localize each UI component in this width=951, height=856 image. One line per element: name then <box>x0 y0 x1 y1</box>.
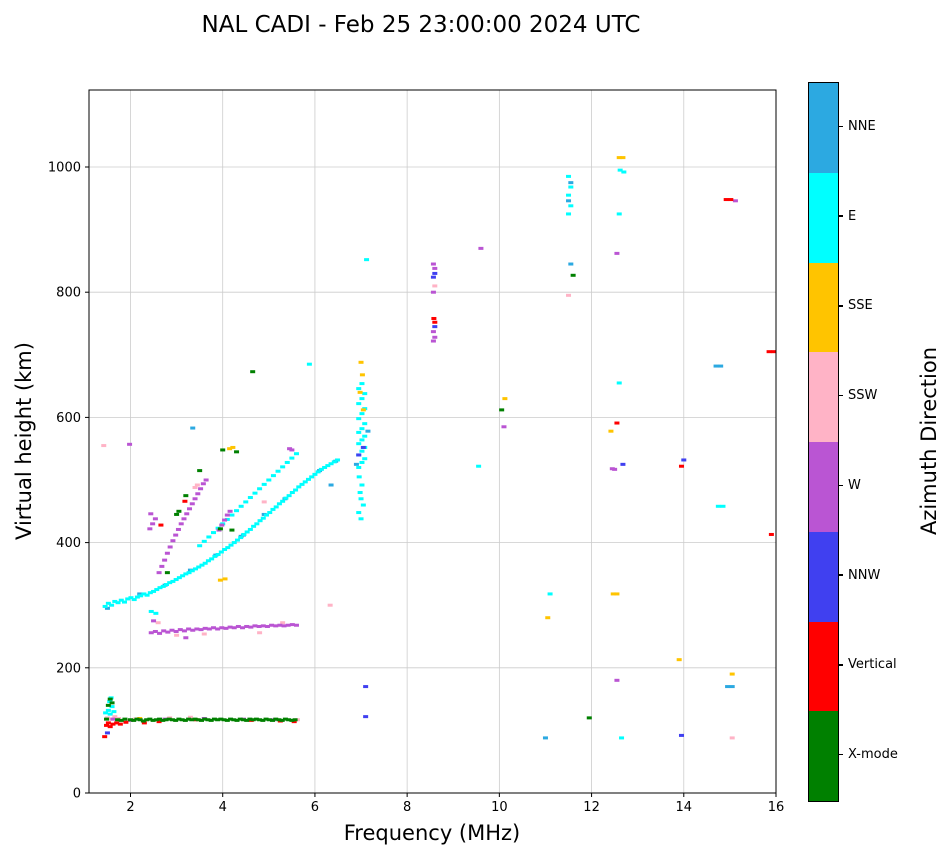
colorbar-label-text: SSE <box>848 298 873 314</box>
colorbar-tick <box>839 394 843 397</box>
colorbar-tick <box>839 574 843 576</box>
colorbar-tick <box>839 753 843 756</box>
series-E <box>102 168 726 740</box>
x-tick-label: 16 <box>768 800 785 815</box>
colorbar-segment-NNE <box>809 83 838 173</box>
series-Vertical <box>102 198 777 739</box>
series-SSW <box>101 284 735 740</box>
plot-border <box>88 89 777 794</box>
colorbar-label-text: X-mode <box>848 747 898 763</box>
colorbar-label-SSW: SSW <box>839 388 877 404</box>
y-tick-label: 800 <box>56 286 81 301</box>
colorbar-label-text: W <box>848 477 861 493</box>
colorbar-label-NNE: NNE <box>839 119 876 135</box>
colorbar-tick <box>839 484 843 487</box>
colorbar-label-text: Vertical <box>848 657 897 673</box>
colorbar-segment-W <box>809 442 838 532</box>
colorbar-label-W: W <box>839 478 861 494</box>
series-NNE <box>104 181 735 740</box>
colorbar-segment-NNW <box>809 531 838 622</box>
series-X-mode <box>104 273 592 723</box>
colorbar-segment-Vertical <box>809 621 838 712</box>
chart-title: NAL CADI - Feb 25 23:00:00 2024 UTC <box>201 12 641 38</box>
y-tick-label: 600 <box>56 411 81 426</box>
x-tick-label: 6 <box>311 800 319 815</box>
colorbar-tick <box>839 664 843 666</box>
y-axis-label: Virtual height (km) <box>12 342 36 540</box>
colorbar-tick <box>839 215 843 217</box>
colorbar-label-text: E <box>848 208 857 224</box>
x-tick-label: 10 <box>491 800 508 815</box>
series-W <box>110 199 738 722</box>
colorbar-label-text: NNE <box>848 118 876 134</box>
colorbar-tick <box>839 305 843 307</box>
colorbar-segment-SSW <box>809 352 838 442</box>
colorbar-label-SSE: SSE <box>839 298 873 314</box>
x-tick-label: 2 <box>126 800 134 815</box>
colorbar <box>808 82 839 802</box>
y-tick-label: 1000 <box>48 160 81 175</box>
y-tick-label: 200 <box>56 661 81 676</box>
colorbar-label-text: NNW <box>848 567 881 583</box>
x-tick-label: 4 <box>219 800 227 815</box>
x-tick-label: 12 <box>583 800 600 815</box>
y-tick-label: 0 <box>73 787 81 802</box>
colorbar-segment-SSE <box>809 262 838 353</box>
axis-ticks <box>85 166 777 797</box>
colorbar-label-Vertical: Vertical <box>839 657 897 673</box>
tick-labels: 2 4 6 8 10 12 14 16 0 200 400 600 800 1000 <box>48 160 784 815</box>
x-tick-label: 14 <box>676 800 693 815</box>
colorbar-label-X-mode: X-mode <box>839 747 898 763</box>
x-tick-label: 8 <box>403 800 411 815</box>
colorbar-segment-E <box>809 172 838 263</box>
colorbar-label-E: E <box>839 209 856 225</box>
colorbar-segment-X-mode <box>809 711 838 801</box>
colorbar-title: Azimuth Direction <box>917 346 941 536</box>
y-tick-label: 400 <box>56 536 81 551</box>
series-SSE <box>137 156 735 721</box>
x-axis-label: Frequency (MHz) <box>343 821 521 845</box>
colorbar-labels: NNE E SSE SSW W NNW Vertical X-mode <box>839 82 949 800</box>
series-NNW <box>104 271 687 737</box>
gridlines <box>89 90 777 793</box>
colorbar-label-text: SSW <box>848 388 878 404</box>
colorbar-label-NNW: NNW <box>839 568 880 584</box>
colorbar-tick <box>839 125 843 128</box>
